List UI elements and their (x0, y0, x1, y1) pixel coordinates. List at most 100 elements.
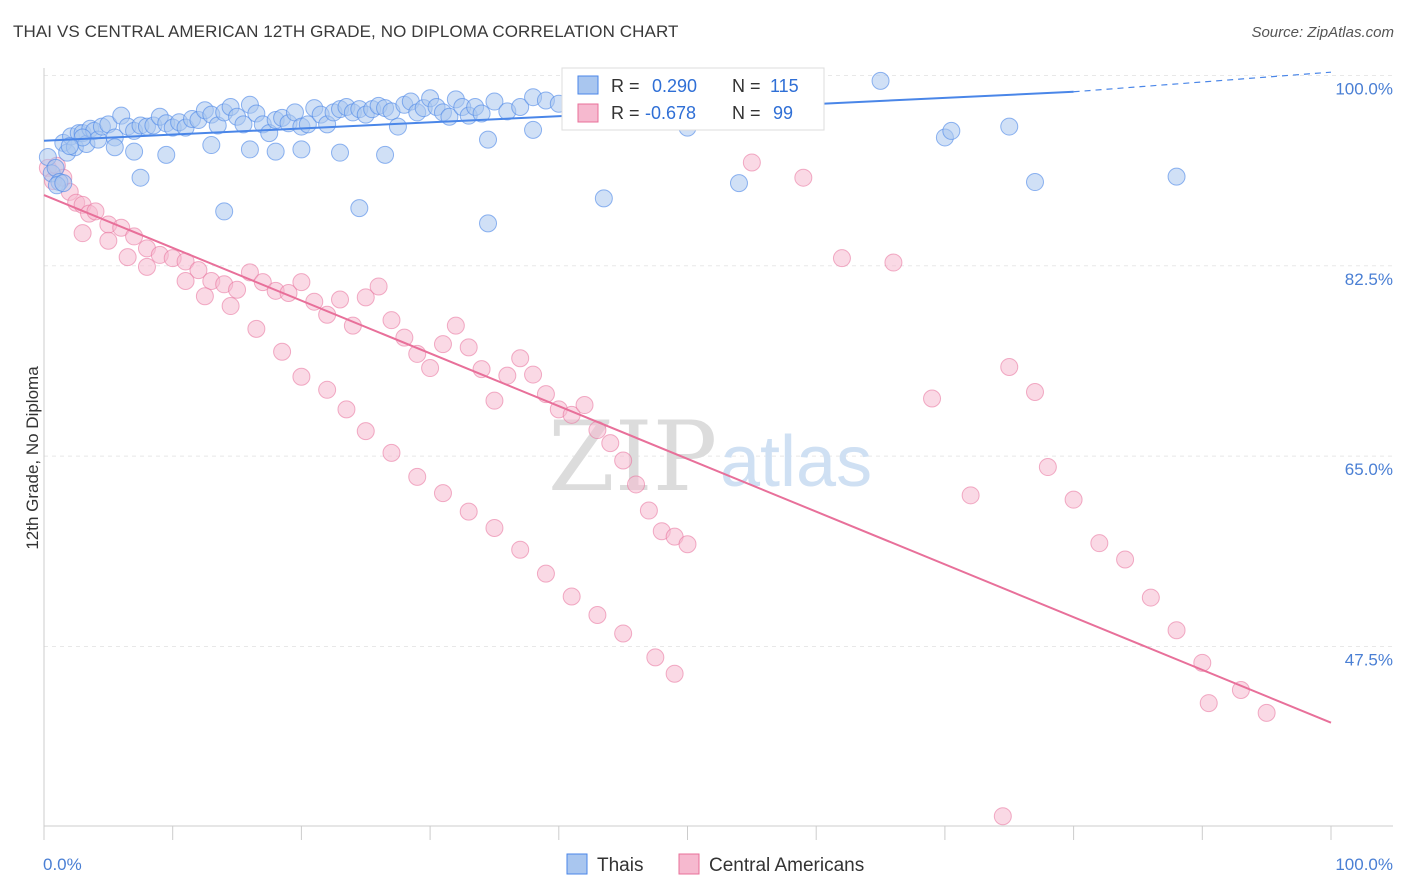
central-point-57 (118, 248, 137, 267)
central-point-36 (446, 316, 465, 335)
thais-point-84 (105, 138, 124, 157)
thais-point-112 (1025, 173, 1044, 192)
grid-lines (44, 74, 1393, 648)
thais-point-76 (511, 97, 530, 116)
central-point-59 (176, 272, 195, 291)
central-r-value: -0.678 (645, 103, 696, 123)
thais-point-113 (1167, 167, 1186, 186)
central-point-92 (1141, 588, 1160, 607)
central-point-94 (1193, 653, 1212, 672)
thais-point-105 (131, 168, 150, 187)
thais-point-60 (388, 117, 407, 136)
central-point-31 (382, 311, 401, 330)
central-point-67 (356, 422, 375, 441)
thais-r-value: 0.290 (652, 76, 697, 96)
thais-points (38, 71, 1186, 233)
central-point-74 (536, 564, 555, 583)
thais-point-104 (54, 174, 73, 193)
central-point-61 (221, 297, 240, 316)
thais-point-86 (157, 145, 176, 164)
thais-point-88 (240, 140, 259, 159)
central-point-93 (1167, 621, 1186, 640)
central-point-63 (273, 342, 292, 361)
thais-point-100 (871, 71, 890, 90)
y-tick-label-0: 100.0% (1335, 79, 1393, 98)
thais-point-91 (331, 143, 350, 162)
stats-box-frame (561, 67, 825, 131)
central-point-35 (433, 335, 452, 354)
watermark: ZIP atlas (548, 401, 872, 513)
central-point-87 (1025, 382, 1044, 401)
central-point-50 (627, 475, 646, 494)
central-point-66 (337, 400, 356, 419)
central-point-76 (588, 605, 607, 624)
thais-point-107 (350, 199, 369, 218)
legend-thais-swatch (566, 853, 588, 875)
thais-point-85 (125, 142, 144, 161)
thais-n-value: 115 (770, 76, 799, 96)
central-point-91 (1116, 550, 1135, 569)
thais-point-109 (594, 189, 613, 208)
x-tick-label-1: 100.0% (1335, 855, 1393, 874)
central-point-55 (73, 224, 92, 243)
thais-point-108 (479, 214, 498, 233)
central-point-8 (86, 202, 105, 221)
thais-point-36 (234, 115, 253, 134)
central-point-51 (639, 501, 658, 520)
thais-point-102 (1000, 117, 1019, 136)
thais-point-82 (73, 128, 92, 147)
central-point-20 (240, 263, 259, 282)
stats-box: R = 0.290 N = 115 R = -0.678 N = 99 (561, 67, 825, 131)
thais-point-89 (266, 142, 285, 161)
central-n-value: 99 (773, 103, 793, 123)
central-point-39 (485, 391, 504, 410)
central-point-88 (1038, 458, 1057, 477)
central-point-64 (292, 367, 311, 386)
central-point-46 (575, 396, 594, 415)
central-point-30 (369, 277, 388, 296)
central-point-75 (562, 587, 581, 606)
central-point-89 (1064, 490, 1083, 509)
legend-thais-label: Thais (597, 855, 643, 876)
central-point-27 (331, 290, 350, 309)
central-point-68 (382, 443, 401, 462)
central-point-95 (1199, 694, 1218, 713)
central-point-16 (189, 261, 208, 280)
thais-point-93 (479, 130, 498, 149)
central-point-90 (1090, 534, 1109, 553)
central-point-70 (433, 484, 452, 503)
central-point-77 (614, 624, 633, 643)
central-point-82 (832, 249, 851, 268)
central-point-69 (408, 467, 427, 486)
trend-lines (43, 71, 1332, 724)
central-n-label: N = (732, 103, 761, 123)
y-axis-label: 12th Grade, No Diploma (23, 366, 42, 550)
central-point-73 (511, 540, 530, 559)
chart-source: Source: ZipAtlas.com (1251, 24, 1394, 41)
thais-point-83 (60, 137, 79, 156)
legend-central-swatch (678, 853, 700, 875)
thais-point-110 (729, 174, 748, 193)
x-tick-label-0: 0.0% (43, 855, 82, 874)
thais-point-106 (215, 202, 234, 221)
chart-title: THAI VS CENTRAL AMERICAN 12TH GRADE, NO … (13, 22, 679, 41)
legend-central-label: Central Americans (709, 855, 864, 876)
thais-swatch (577, 75, 599, 95)
central-point-72 (485, 518, 504, 537)
central-point-48 (601, 434, 620, 453)
central-point-29 (356, 288, 375, 307)
thais-point-74 (485, 92, 504, 111)
central-point-80 (742, 153, 761, 172)
thais-point-92 (376, 145, 395, 164)
central-point-54 (678, 535, 697, 554)
central-point-71 (459, 502, 478, 521)
central-point-19 (228, 280, 247, 299)
y-tick-label-1: 82.5% (1345, 270, 1393, 289)
thais-n-label: N = (732, 76, 761, 96)
thais-point-90 (292, 140, 311, 159)
central-point-79 (665, 664, 684, 683)
central-r-label: R = (611, 103, 640, 123)
central-point-83 (884, 253, 903, 272)
x-tick-labels: 0.0% 100.0% (43, 855, 1393, 874)
